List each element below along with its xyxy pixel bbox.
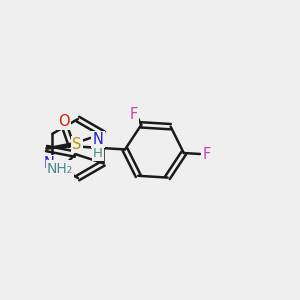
Text: S: S [72,137,82,152]
Text: O: O [58,114,70,129]
Text: N: N [92,132,104,147]
Text: NH₂: NH₂ [47,162,73,176]
Text: H: H [93,147,103,160]
Text: F: F [202,146,211,161]
Text: N: N [44,156,55,171]
Text: F: F [130,107,138,122]
